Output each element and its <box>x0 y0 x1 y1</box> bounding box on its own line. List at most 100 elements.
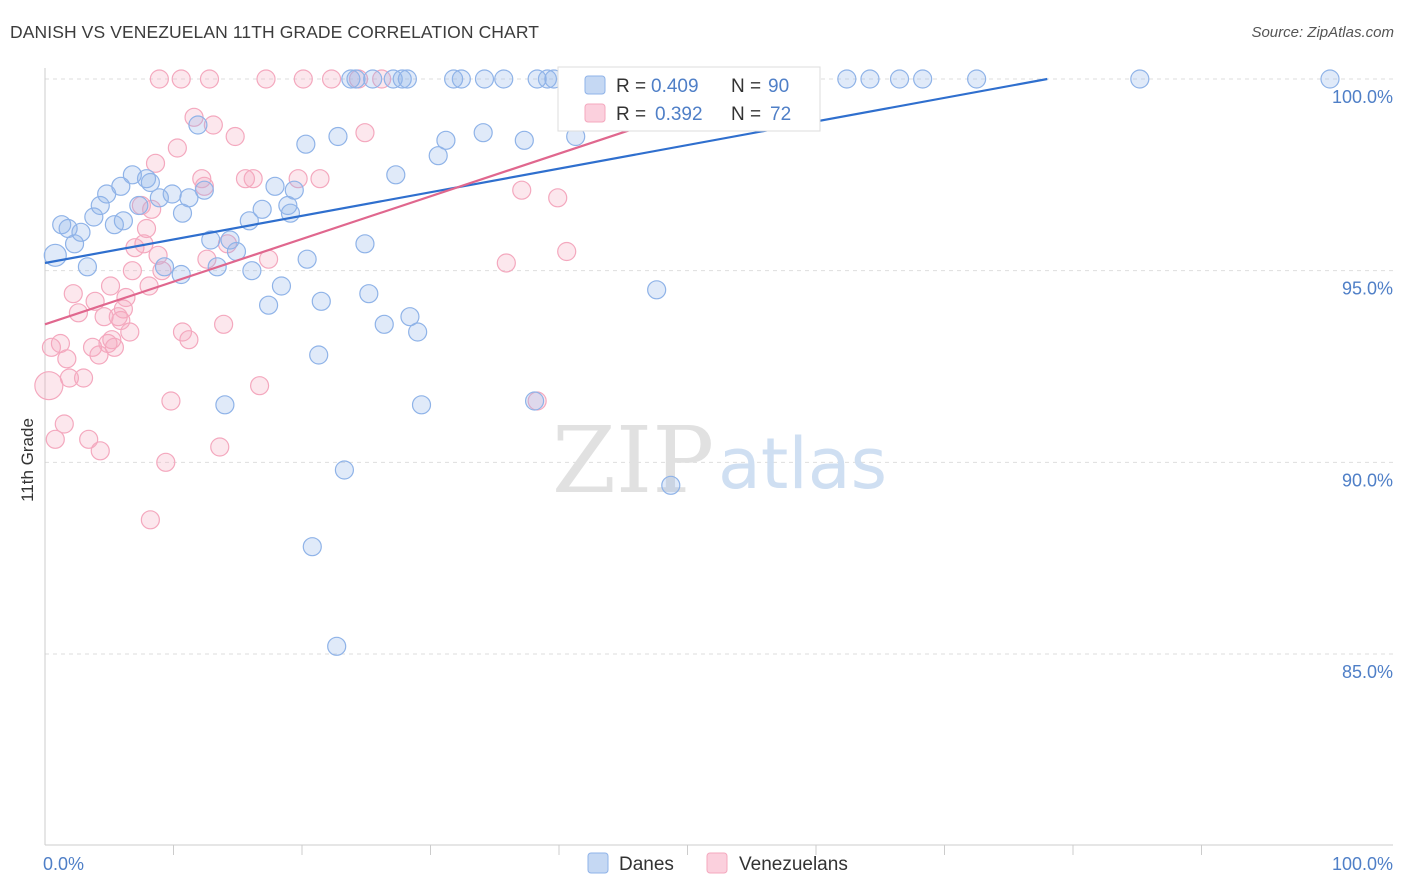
danes-point <box>302 537 322 557</box>
venezuelans-point <box>171 69 191 89</box>
danes-point <box>215 395 235 415</box>
danes-point <box>837 69 857 89</box>
danes-trend-line <box>44 77 1048 265</box>
venezuelans-point <box>142 199 162 219</box>
danes-point <box>154 257 175 277</box>
danes-point <box>386 165 406 185</box>
danes-point <box>661 475 681 495</box>
legend-danes-r-value: 0.409 <box>651 76 699 97</box>
venezuelans-point <box>512 180 532 200</box>
venezuelans-point <box>197 249 217 269</box>
legend-swatch-danes <box>584 75 606 95</box>
legend-danes-n-value: 90 <box>768 76 789 97</box>
bottom-legend-danes: Danes <box>619 854 674 875</box>
danes-point <box>913 69 933 89</box>
venezuelans-point <box>225 126 245 147</box>
danes-point <box>71 222 91 242</box>
y-tick-labels: 100.0% 95.0% 90.0% 85.0% <box>1332 87 1393 682</box>
venezuelans-point <box>82 337 103 357</box>
venezuelans-point <box>45 429 65 449</box>
danes-point <box>149 188 169 208</box>
venezuelans-point <box>148 245 168 265</box>
venezuelans-point <box>161 391 181 411</box>
danes-point <box>77 257 98 277</box>
danes-point <box>162 184 182 204</box>
danes-point <box>346 69 366 89</box>
danes-point <box>397 69 417 89</box>
danes-point <box>328 126 348 147</box>
bottom-legend-swatch-venezuelans <box>706 852 728 874</box>
legend-venezuelans-n-label: N = <box>731 104 761 125</box>
danes-point <box>494 69 514 89</box>
venezuelans-point <box>355 123 375 143</box>
bottom-legend-venezuelans: Venezuelans <box>739 854 848 875</box>
watermark-zip: ZIP <box>552 407 714 514</box>
danes-point <box>188 115 208 135</box>
danes-point <box>309 345 329 365</box>
danes-point <box>179 188 199 208</box>
venezuelans-point <box>235 169 256 189</box>
bottom-legend-swatch-danes <box>587 852 609 874</box>
series-legend: Danes Venezuelans <box>587 852 848 875</box>
danes-point <box>428 146 448 166</box>
danes-point <box>1130 69 1150 89</box>
venezuelans-point <box>156 452 176 472</box>
danes-point <box>252 199 272 219</box>
danes-point <box>359 284 379 304</box>
danes-point <box>334 460 355 480</box>
legend-danes-r-label: R = <box>616 76 646 97</box>
venezuelans-point <box>496 253 516 273</box>
axes <box>44 68 1393 855</box>
danes-point <box>265 176 285 196</box>
venezuelans-point <box>73 368 94 388</box>
venezuelans-point <box>557 241 577 262</box>
danes-point <box>444 69 464 89</box>
stats-legend: R = 0.409 N = 90 R = 0.392 N = 72 <box>557 66 821 132</box>
chart-title: DANISH VS VENEZUELAN 11TH GRADE CORRELAT… <box>10 22 540 42</box>
venezuelans-point <box>172 322 193 342</box>
danes-points <box>43 69 1340 656</box>
trend-lines <box>44 77 1048 326</box>
danes-point <box>392 69 412 89</box>
venezuelans-point <box>293 69 313 89</box>
watermark-atlas: atlas <box>718 423 887 505</box>
y-tick-label-3: 85.0% <box>1342 662 1393 682</box>
venezuelans-point <box>63 284 83 304</box>
danes-point <box>537 69 558 89</box>
danes-point <box>889 69 910 89</box>
venezuelans-point <box>120 322 140 342</box>
y-tick-label-1: 95.0% <box>1342 279 1393 299</box>
venezuelans-point <box>113 299 133 319</box>
danes-point <box>436 130 456 150</box>
danes-point <box>84 207 104 227</box>
danes-point <box>374 314 394 334</box>
legend-venezuelans-n-value: 72 <box>770 104 791 125</box>
venezuelans-points <box>34 69 694 530</box>
venezuelans-point <box>136 218 157 239</box>
danes-point <box>297 249 317 269</box>
danes-point <box>258 295 279 315</box>
danes-point <box>90 195 110 216</box>
danes-point <box>474 69 495 89</box>
y-tick-label-2: 90.0% <box>1342 470 1393 490</box>
danes-point <box>451 69 471 89</box>
venezuelans-point <box>145 153 166 173</box>
venezuelans-point <box>214 314 234 334</box>
venezuelans-point <box>203 115 223 135</box>
venezuelans-point <box>34 371 64 401</box>
venezuelans-point <box>54 414 74 434</box>
danes-point <box>129 195 149 216</box>
danes-point <box>113 211 133 231</box>
danes-point <box>860 69 880 89</box>
legend-venezuelans-r-label: R = <box>616 104 646 125</box>
danes-point <box>284 180 304 200</box>
danes-point <box>527 69 547 89</box>
venezuelans-point <box>149 69 169 89</box>
danes-point <box>400 307 420 327</box>
venezuelans-point <box>243 169 263 189</box>
venezuelans-point <box>90 441 110 461</box>
danes-point <box>311 291 331 311</box>
venezuelans-point <box>59 368 80 388</box>
danes-point <box>171 264 191 285</box>
